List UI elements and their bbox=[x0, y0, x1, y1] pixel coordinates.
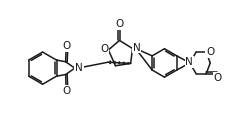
Text: N: N bbox=[133, 42, 141, 53]
Text: O: O bbox=[100, 44, 108, 54]
Text: O: O bbox=[115, 19, 124, 29]
Text: O: O bbox=[62, 41, 70, 51]
Text: O: O bbox=[62, 86, 70, 95]
Text: O: O bbox=[214, 73, 222, 83]
Text: N: N bbox=[185, 57, 193, 67]
Text: N: N bbox=[75, 63, 83, 73]
Text: O: O bbox=[206, 47, 215, 57]
